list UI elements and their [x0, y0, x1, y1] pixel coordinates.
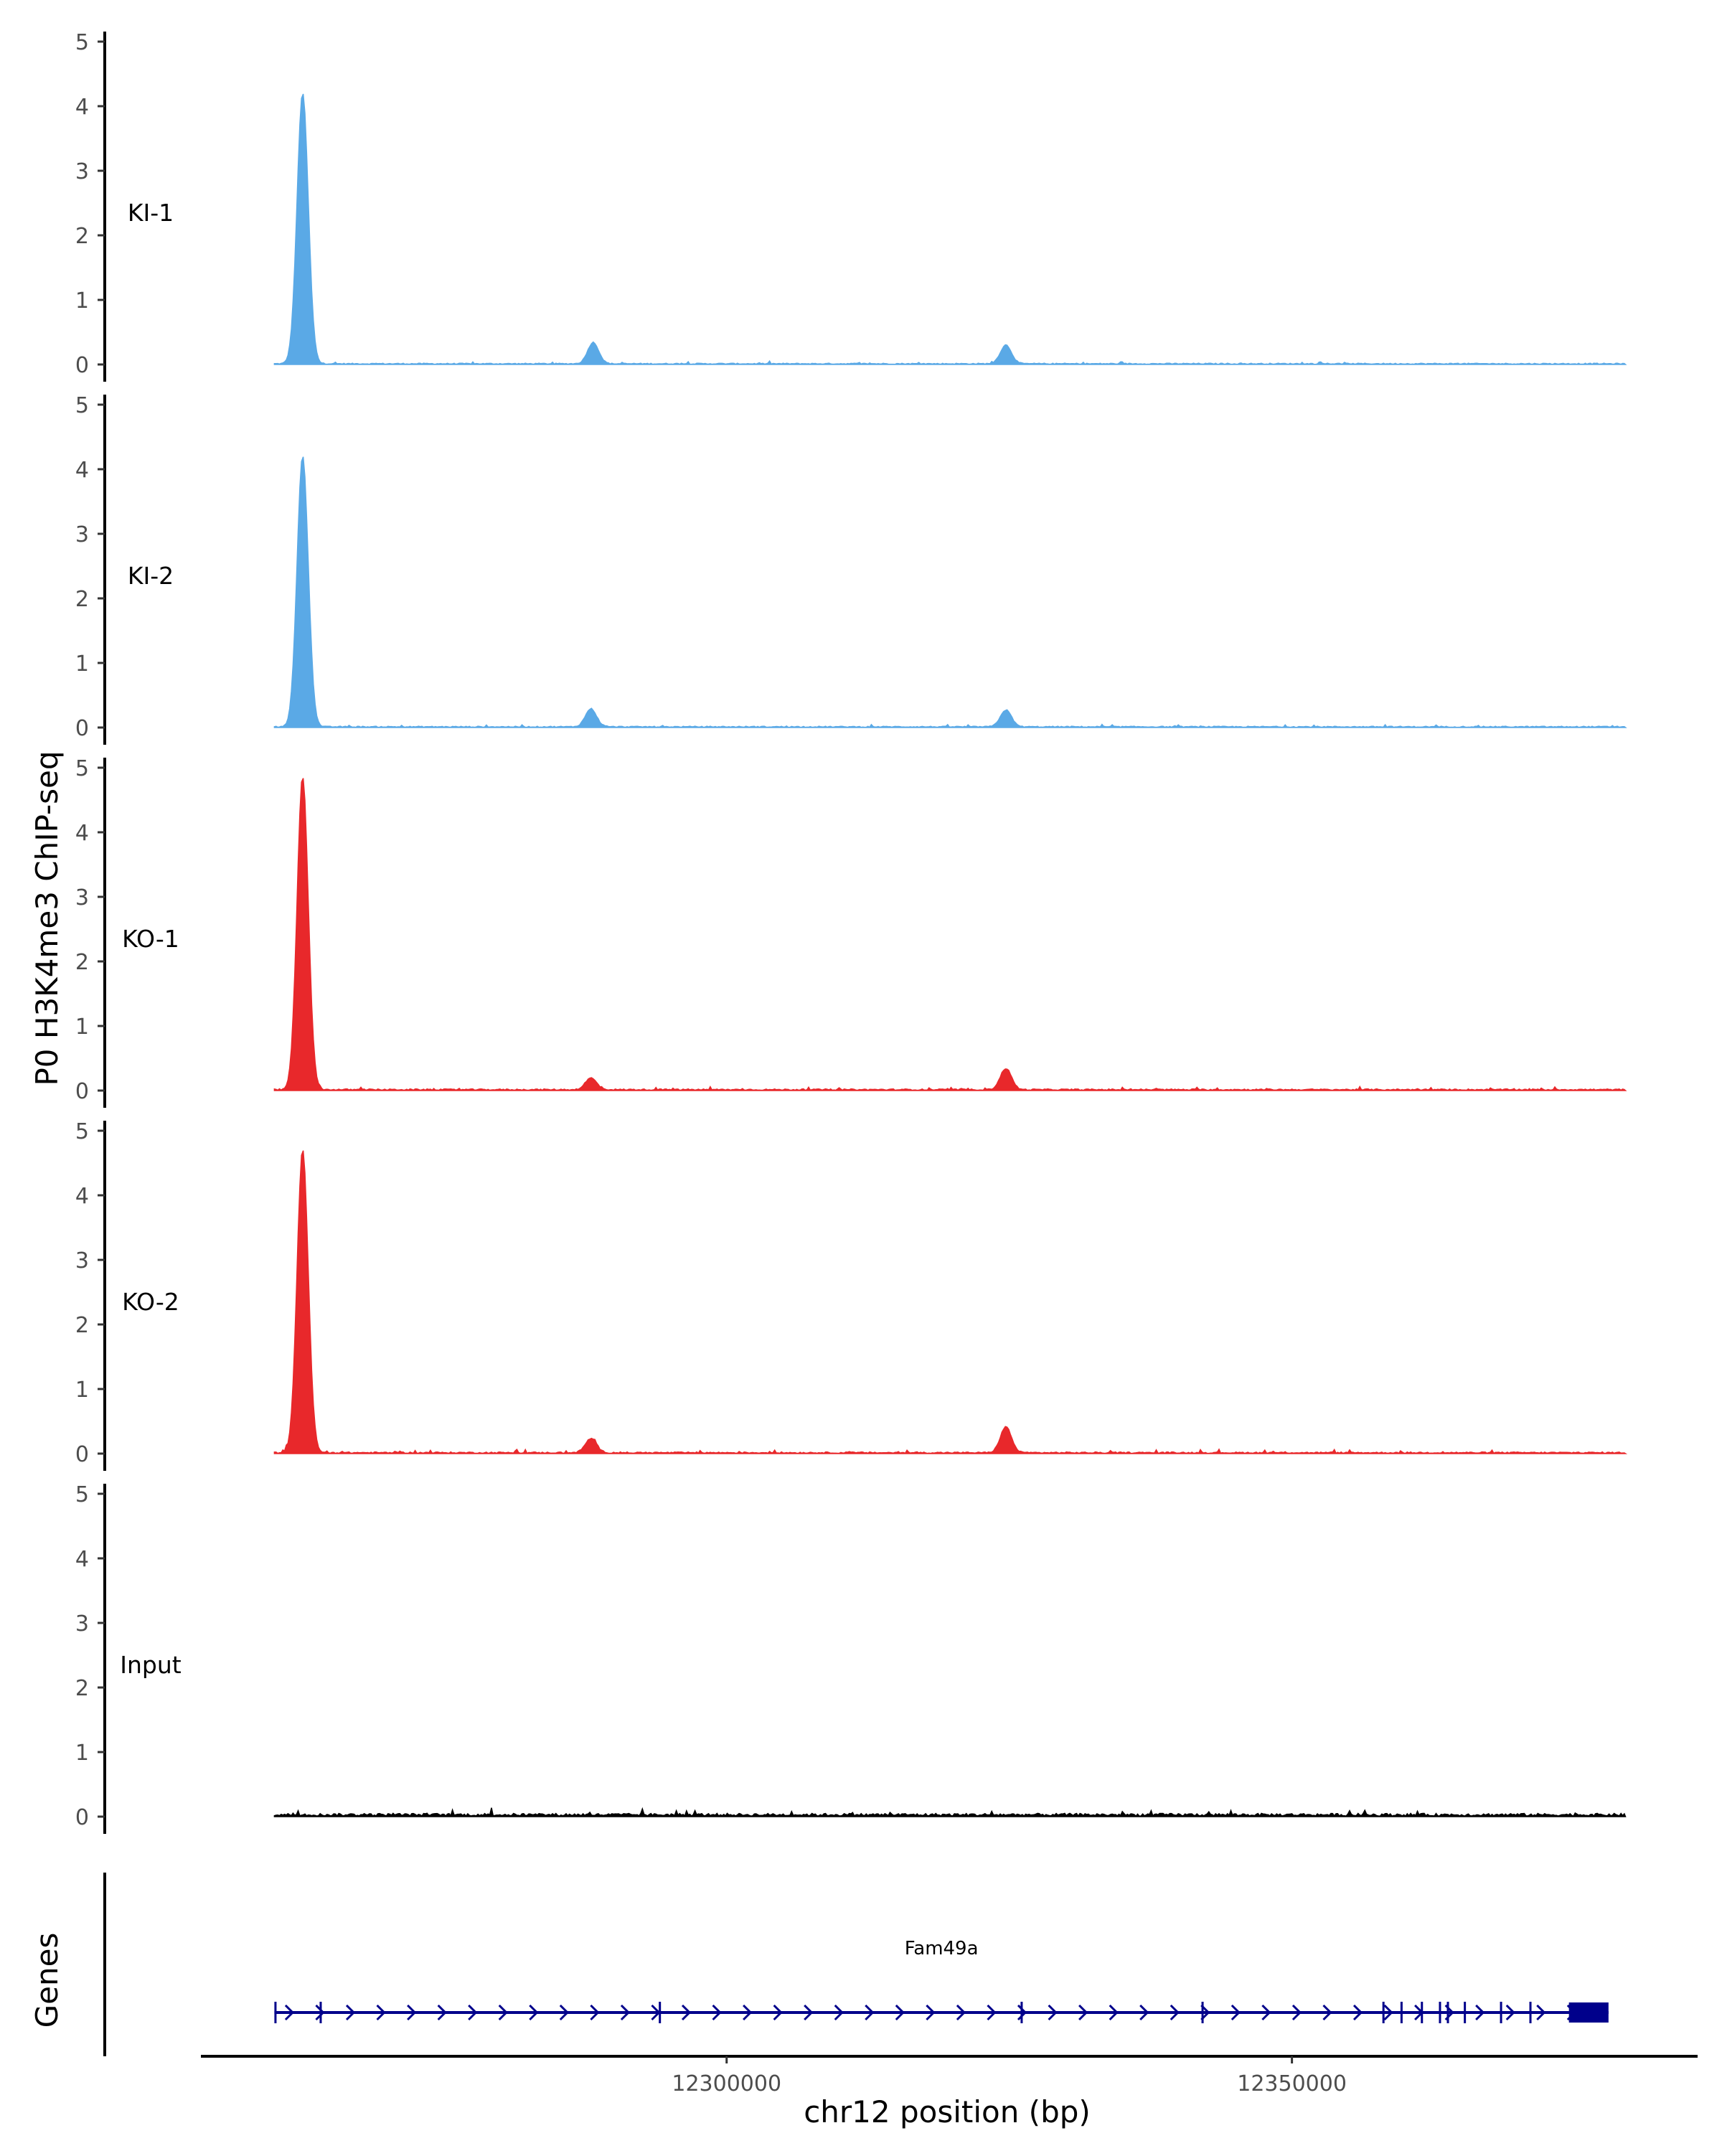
gene-exon: [1464, 2002, 1466, 2023]
signal-area: [274, 1151, 1625, 1454]
y-tick-label: 1: [75, 651, 89, 677]
y-tick-label: 1: [75, 1378, 89, 1403]
y-tick-label: 1: [75, 288, 89, 314]
y-tick-label: 5: [75, 1119, 89, 1144]
y-tick-label: 0: [75, 1442, 89, 1467]
gene-exon: [1446, 2002, 1449, 2023]
y-tick-label: 5: [75, 756, 89, 781]
y-tick-label: 4: [75, 1184, 89, 1209]
x-axis-title: chr12 position (bp): [804, 2094, 1091, 2129]
y-tick-label: 4: [75, 95, 89, 120]
track-input: 0 1 2 3 4 5 Input: [75, 1482, 1626, 1834]
y-tick-label: 3: [75, 159, 89, 184]
track-label: Input: [120, 1651, 182, 1679]
gene-track: Fam49a: [105, 1873, 1609, 2056]
y-tick-label: 0: [75, 353, 89, 378]
y-tick-label: 3: [75, 885, 89, 910]
y-tick-label: 4: [75, 1547, 89, 1572]
track-ko-2: 0 1 2 3 4 5 KO-2: [75, 1119, 1626, 1471]
y-tick-label: 2: [75, 950, 89, 975]
gene-exon: [1401, 2002, 1403, 2023]
gene-exon: [319, 2002, 321, 2023]
y-tick-label: 3: [75, 1248, 89, 1274]
track-label: KI-1: [128, 199, 174, 227]
signal-area: [274, 94, 1625, 364]
y-tick-label: 2: [75, 587, 89, 612]
y-tick-label: 0: [75, 716, 89, 741]
tracks-layer: 0 1 2 3 4 5 KI-1 0 1 2 3 4 5 KI-2 0 1 2 3 4 5 KO-1 0 1 2 3 4 5 KO-2…: [75, 30, 1626, 1834]
gene-exon: [1500, 2002, 1502, 2023]
gene-exon: [1439, 2002, 1441, 2023]
gene-exon: [1202, 2002, 1204, 2023]
track-label: KI-2: [128, 562, 174, 590]
gene-exon: [1421, 2002, 1423, 2023]
track-ki-1: 0 1 2 3 4 5 KI-1: [75, 30, 1626, 382]
y-tick-label: 0: [75, 1805, 89, 1830]
gene-exon: [1530, 2002, 1532, 2023]
x-tick-label: 12350000: [1237, 2071, 1347, 2096]
x-axis: 12300000 12350000: [201, 2056, 1698, 2096]
y-axis-title: P0 H3K4me3 ChIP-seq: [29, 750, 65, 1086]
track-label: KO-1: [122, 925, 179, 953]
track-ko-1: 0 1 2 3 4 5 KO-1: [75, 756, 1626, 1108]
y-tick-label: 2: [75, 224, 89, 249]
y-tick-label: 5: [75, 30, 89, 55]
track-ki-2: 0 1 2 3 4 5 KI-2: [75, 393, 1626, 745]
y-tick-label: 1: [75, 1015, 89, 1040]
y-tick-label: 4: [75, 821, 89, 846]
gene-exon: [659, 2002, 661, 2023]
signal-area: [274, 1808, 1625, 1817]
gene-name-label: Fam49a: [905, 1938, 979, 1959]
track-label: KO-2: [122, 1288, 179, 1316]
y-tick-label: 2: [75, 1313, 89, 1338]
gene-exon: [1383, 2002, 1385, 2023]
y-tick-label: 5: [75, 393, 89, 418]
x-tick-label: 12300000: [672, 2071, 781, 2096]
y-tick-label: 2: [75, 1676, 89, 1701]
y-tick-label: 5: [75, 1482, 89, 1507]
gene-exon: [274, 2002, 276, 2023]
gene-exon: [1020, 2002, 1022, 2023]
y-tick-label: 1: [75, 1741, 89, 1766]
y-tick-label: 3: [75, 1611, 89, 1637]
signal-area: [274, 778, 1625, 1091]
gene-exon-utr: [1569, 2002, 1609, 2023]
signal-area: [274, 457, 1625, 728]
y-tick-label: 3: [75, 522, 89, 547]
genes-axis-title: Genes: [29, 1933, 65, 2028]
y-tick-label: 0: [75, 1079, 89, 1104]
y-tick-label: 4: [75, 458, 89, 483]
